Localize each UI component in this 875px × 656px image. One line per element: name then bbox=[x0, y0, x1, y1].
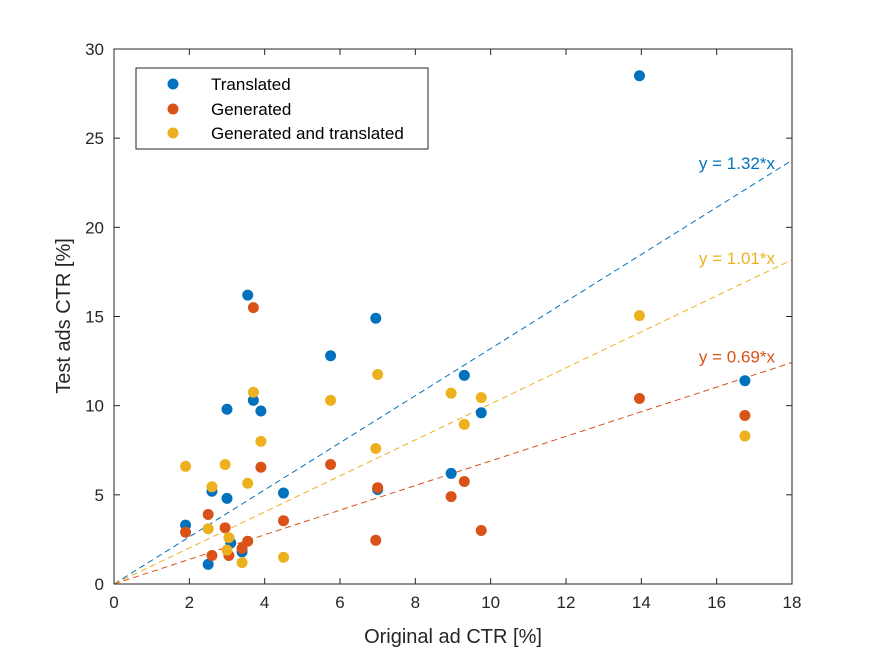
point-generated-and-translated bbox=[372, 368, 384, 380]
point-generated-and-translated bbox=[458, 418, 470, 430]
point-generated-and-translated bbox=[180, 460, 192, 472]
point-translated bbox=[221, 403, 233, 415]
y-tick-label: 10 bbox=[85, 397, 104, 416]
x-tick-label: 14 bbox=[632, 593, 651, 612]
y-tick-label: 0 bbox=[95, 575, 104, 594]
data-points bbox=[180, 70, 751, 570]
x-tick-label: 8 bbox=[411, 593, 420, 612]
point-generated-and-translated bbox=[739, 430, 751, 442]
point-translated bbox=[370, 312, 382, 324]
x-tick-label: 10 bbox=[481, 593, 500, 612]
x-tick-label: 0 bbox=[109, 593, 118, 612]
point-generated-and-translated bbox=[219, 459, 231, 471]
point-translated bbox=[325, 350, 337, 362]
point-translated bbox=[242, 289, 254, 301]
point-generated bbox=[180, 526, 192, 538]
y-tick-label: 5 bbox=[95, 486, 104, 505]
fit-line-labels: y = 1.32*x y = 0.69*x y = 1.01*x bbox=[699, 154, 776, 366]
point-generated bbox=[370, 534, 382, 546]
point-generated bbox=[202, 508, 214, 520]
x-tick-label: 18 bbox=[783, 593, 802, 612]
x-axis-label: Original ad CTR [%] bbox=[364, 626, 542, 648]
point-translated bbox=[458, 369, 470, 381]
point-generated bbox=[206, 549, 218, 561]
point-translated bbox=[247, 394, 259, 406]
point-generated bbox=[325, 459, 337, 471]
point-generated bbox=[255, 461, 267, 473]
point-generated-and-translated bbox=[202, 523, 214, 535]
point-translated bbox=[221, 492, 233, 504]
point-generated-and-translated bbox=[206, 481, 218, 493]
point-generated bbox=[278, 515, 289, 527]
legend-label-generated: Generated bbox=[211, 100, 291, 119]
fit-line-generated bbox=[113, 362, 793, 585]
point-generated-and-translated bbox=[236, 557, 248, 569]
x-axis-ticks: 0 2 4 6 8 10 12 14 16 18 bbox=[109, 49, 801, 612]
point-generated-and-translated bbox=[242, 477, 254, 489]
y-tick-label: 30 bbox=[85, 40, 104, 59]
point-generated-and-translated bbox=[475, 392, 487, 404]
point-generated bbox=[475, 525, 487, 536]
point-generated bbox=[372, 482, 384, 494]
x-tick-label: 12 bbox=[557, 593, 576, 612]
point-generated bbox=[219, 522, 231, 534]
legend-label-generated-and-translated: Generated and translated bbox=[211, 124, 404, 143]
legend-marker-translated bbox=[167, 78, 179, 90]
point-generated-and-translated bbox=[278, 551, 289, 563]
y-tick-label: 25 bbox=[85, 129, 104, 148]
legend: Translated Generated Generated and trans… bbox=[135, 67, 429, 150]
y-tick-label: 15 bbox=[85, 308, 104, 327]
point-generated-and-translated bbox=[221, 544, 233, 556]
legend-marker-generated-and-translated bbox=[167, 127, 179, 139]
point-generated bbox=[242, 535, 254, 547]
fit-label-generated-and-translated: y = 1.01*x bbox=[699, 249, 776, 268]
x-tick-label: 16 bbox=[707, 593, 726, 612]
point-generated bbox=[739, 409, 751, 421]
legend-box bbox=[135, 67, 429, 150]
fit-label-generated: y = 0.69*x bbox=[699, 347, 776, 366]
point-generated-and-translated bbox=[445, 387, 457, 399]
x-tick-label: 6 bbox=[335, 593, 344, 612]
point-generated-and-translated bbox=[325, 394, 337, 406]
legend-label-translated: Translated bbox=[211, 75, 291, 94]
x-tick-label: 2 bbox=[185, 593, 194, 612]
point-generated-and-translated bbox=[370, 442, 382, 454]
x-tick-label: 4 bbox=[260, 593, 269, 612]
point-generated-and-translated bbox=[247, 386, 259, 398]
point-generated bbox=[633, 393, 645, 405]
point-translated bbox=[202, 558, 214, 570]
fit-line-translated bbox=[113, 159, 793, 585]
point-translated bbox=[739, 375, 751, 387]
point-generated-and-translated bbox=[223, 532, 235, 544]
y-tick-label: 20 bbox=[85, 218, 104, 237]
point-translated bbox=[475, 407, 487, 419]
point-generated bbox=[458, 475, 470, 487]
fit-label-translated: y = 1.32*x bbox=[699, 154, 776, 173]
point-translated bbox=[278, 487, 289, 499]
point-translated bbox=[633, 70, 645, 82]
point-generated bbox=[445, 491, 457, 503]
point-translated bbox=[255, 405, 267, 417]
point-translated bbox=[445, 467, 457, 479]
y-axis-label: Test ads CTR [%] bbox=[53, 238, 75, 394]
point-generated-and-translated bbox=[633, 310, 645, 322]
y-axis-ticks: 0 5 10 15 20 25 30 bbox=[85, 40, 792, 594]
point-generated bbox=[247, 302, 259, 314]
legend-marker-generated bbox=[167, 103, 179, 115]
point-generated-and-translated bbox=[255, 435, 267, 447]
